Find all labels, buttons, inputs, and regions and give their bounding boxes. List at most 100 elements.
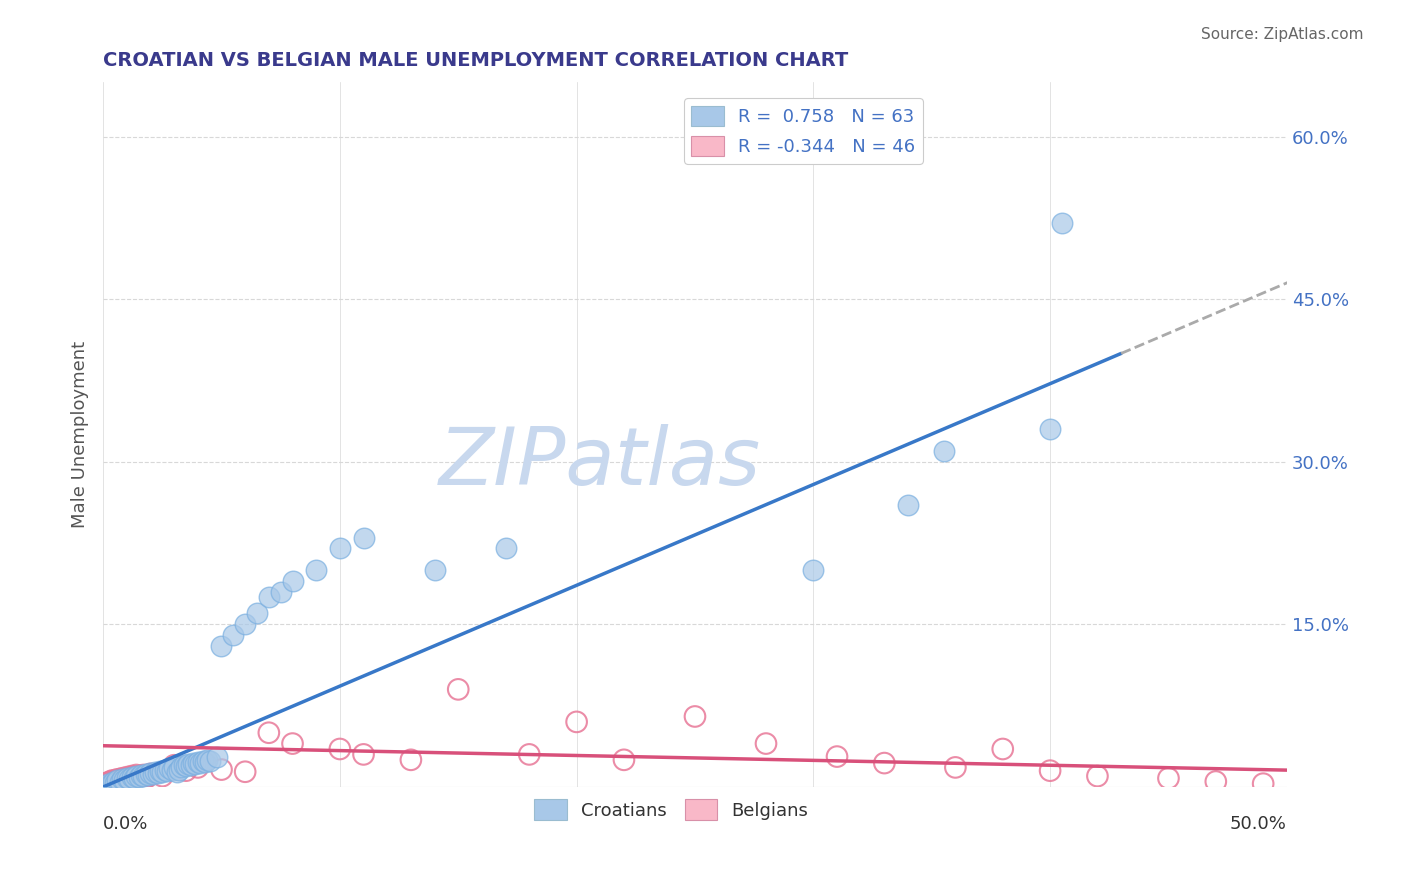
Text: CROATIAN VS BELGIAN MALE UNEMPLOYMENT CORRELATION CHART: CROATIAN VS BELGIAN MALE UNEMPLOYMENT CO… [103, 51, 848, 70]
Point [111, 772, 134, 787]
Point [399, 753, 422, 767]
Point [105, 773, 128, 788]
Point [495, 541, 517, 556]
Point [755, 737, 778, 751]
Point [233, 764, 256, 779]
Point [170, 760, 193, 774]
Point [135, 767, 157, 781]
Point [163, 760, 186, 774]
Point [167, 763, 190, 777]
Point [136, 769, 159, 783]
Point [114, 773, 136, 788]
Point [281, 737, 304, 751]
Point [150, 764, 173, 779]
Point [188, 756, 211, 770]
Point [150, 769, 173, 783]
Point [115, 771, 138, 785]
Point [447, 682, 470, 697]
Point [122, 771, 145, 785]
Text: ZIPatlas: ZIPatlas [439, 424, 761, 502]
Point [329, 541, 352, 556]
Point [205, 749, 228, 764]
Point [129, 768, 152, 782]
Point [174, 759, 197, 773]
Point [353, 747, 375, 762]
Point [211, 639, 233, 653]
Point [125, 768, 148, 782]
Point [187, 755, 209, 769]
Point [517, 747, 540, 762]
Point [825, 749, 848, 764]
Point [1050, 216, 1073, 230]
Point [122, 770, 145, 784]
Point [101, 773, 124, 788]
Point [211, 763, 233, 777]
Point [139, 767, 162, 781]
Point [94, 779, 117, 793]
Point [1039, 422, 1062, 436]
Text: 0.0%: 0.0% [103, 815, 149, 833]
Point [873, 756, 896, 770]
Point [1157, 771, 1180, 785]
Legend: Croatians, Belgians: Croatians, Belgians [527, 792, 815, 827]
Point [132, 769, 155, 783]
Point [153, 763, 176, 777]
Point [270, 584, 292, 599]
Point [565, 714, 588, 729]
Point [163, 758, 186, 772]
Point [281, 574, 304, 588]
Point [142, 767, 165, 781]
Point [118, 772, 141, 787]
Point [181, 756, 204, 770]
Point [132, 768, 155, 782]
Point [222, 628, 245, 642]
Point [1205, 774, 1227, 789]
Point [108, 774, 131, 789]
Point [160, 763, 183, 777]
Point [105, 772, 128, 787]
Point [1039, 764, 1062, 778]
Point [114, 772, 136, 787]
Point [97, 775, 120, 789]
Y-axis label: Male Unemployment: Male Unemployment [72, 341, 89, 528]
Point [257, 725, 280, 739]
Point [129, 770, 152, 784]
Point [191, 754, 214, 768]
Point [97, 777, 120, 791]
Point [115, 770, 138, 784]
Point [195, 753, 218, 767]
Point [198, 754, 221, 768]
Point [1251, 777, 1274, 791]
Point [246, 607, 269, 621]
Point [177, 757, 200, 772]
Point [143, 764, 166, 779]
Point [423, 563, 446, 577]
Point [156, 764, 179, 778]
Point [111, 771, 134, 785]
Point [233, 617, 256, 632]
Point [184, 757, 207, 772]
Point [157, 762, 180, 776]
Point [128, 770, 150, 784]
Point [118, 771, 141, 785]
Point [166, 764, 188, 779]
Point [104, 774, 127, 789]
Point [173, 758, 195, 772]
Text: Source: ZipAtlas.com: Source: ZipAtlas.com [1201, 27, 1364, 42]
Point [897, 498, 920, 512]
Point [98, 778, 121, 792]
Point [991, 742, 1014, 756]
Point [801, 563, 824, 577]
Point [121, 770, 143, 784]
Point [329, 742, 352, 756]
Point [104, 775, 127, 789]
Point [353, 531, 375, 545]
Point [98, 774, 121, 789]
Point [174, 764, 197, 778]
Point [180, 758, 202, 772]
Point [139, 765, 162, 780]
Point [683, 709, 706, 723]
Text: 50.0%: 50.0% [1230, 815, 1286, 833]
Point [101, 774, 124, 789]
Point [125, 769, 148, 783]
